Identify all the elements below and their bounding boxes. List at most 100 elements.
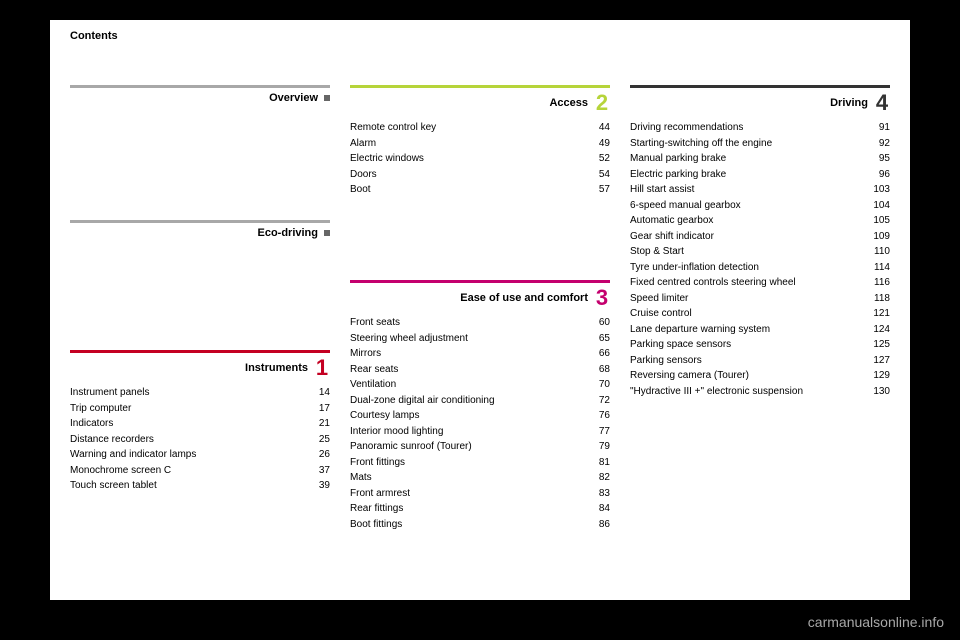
toc-item-label: Lane departure warning system xyxy=(630,322,862,338)
toc-item-label: Boot fittings xyxy=(350,517,582,533)
section-dot-icon xyxy=(324,230,330,236)
section-bar xyxy=(350,85,610,88)
toc-item-label: Electric parking brake xyxy=(630,167,862,183)
toc-item-label: Manual parking brake xyxy=(630,151,862,167)
toc-section: Driving4Driving recommendations91Startin… xyxy=(630,85,890,399)
section-title: Access xyxy=(350,97,588,109)
section-bar xyxy=(70,85,330,88)
toc-item-label: Steering wheel adjustment xyxy=(350,331,582,347)
toc-item: Parking sensors127 xyxy=(630,353,890,369)
toc-item-page: 86 xyxy=(582,517,610,533)
toc-section: Overview xyxy=(70,85,330,110)
toc-item-label: Instrument panels xyxy=(70,385,302,401)
section-title: Eco-driving xyxy=(70,227,318,239)
toc-item-label: Boot xyxy=(350,182,582,198)
toc-item-page: 82 xyxy=(582,470,610,486)
toc-item-page: 52 xyxy=(582,151,610,167)
page-sheet: Contents OverviewEco-drivingInstruments1… xyxy=(50,20,910,600)
toc-item: "Hydractive III +" electronic suspension… xyxy=(630,384,890,400)
toc-item: Doors54 xyxy=(350,167,610,183)
toc-item: Fixed centred controls steering wheel116 xyxy=(630,275,890,291)
toc-item-label: Starting-switching off the engine xyxy=(630,136,862,152)
toc-item: Cruise control121 xyxy=(630,306,890,322)
toc-item-page: 65 xyxy=(582,331,610,347)
toc-item: Ventilation70 xyxy=(350,377,610,393)
toc-item-label: Front seats xyxy=(350,315,582,331)
toc-item-label: Automatic gearbox xyxy=(630,213,862,229)
toc-item-page: 68 xyxy=(582,362,610,378)
toc-item-label: Stop & Start xyxy=(630,244,862,260)
toc-item-page: 83 xyxy=(582,486,610,502)
toc-item-page: 96 xyxy=(862,167,890,183)
toc-item: Panoramic sunroof (Tourer)79 xyxy=(350,439,610,455)
toc-item: Reversing camera (Tourer)129 xyxy=(630,368,890,384)
section-title-row: Ease of use and comfort3 xyxy=(350,287,610,309)
toc-item: Trip computer17 xyxy=(70,401,330,417)
toc-item-page: 72 xyxy=(582,393,610,409)
toc-item-label: Cruise control xyxy=(630,306,862,322)
toc-item-page: 104 xyxy=(862,198,890,214)
toc-item-page: 84 xyxy=(582,501,610,517)
toc-item: Front armrest83 xyxy=(350,486,610,502)
section-title: Overview xyxy=(70,92,318,104)
toc-item: Rear fittings84 xyxy=(350,501,610,517)
toc-item-page: 60 xyxy=(582,315,610,331)
toc-item: Front fittings81 xyxy=(350,455,610,471)
toc-item: Indicators21 xyxy=(70,416,330,432)
toc-item: Boot fittings86 xyxy=(350,517,610,533)
toc-item-page: 127 xyxy=(862,353,890,369)
toc-item: Manual parking brake95 xyxy=(630,151,890,167)
toc-item-label: Courtesy lamps xyxy=(350,408,582,424)
toc-item-page: 37 xyxy=(302,463,330,479)
toc-item: Hill start assist103 xyxy=(630,182,890,198)
toc-item-label: Rear fittings xyxy=(350,501,582,517)
toc-item: Mats82 xyxy=(350,470,610,486)
toc-item: Electric parking brake96 xyxy=(630,167,890,183)
toc-section: Ease of use and comfort3 Front seats60Ste… xyxy=(350,280,610,532)
toc-item-page: 54 xyxy=(582,167,610,183)
toc-item-label: Parking sensors xyxy=(630,353,862,369)
section-number: 4 xyxy=(874,92,890,114)
toc-item-label: Panoramic sunroof (Tourer) xyxy=(350,439,582,455)
toc-item-page: 92 xyxy=(862,136,890,152)
toc-item: Electric windows52 xyxy=(350,151,610,167)
toc-item-page: 81 xyxy=(582,455,610,471)
toc-section: Instruments1Instrument panels14Trip comp… xyxy=(70,350,330,494)
toc-item-label: Fixed centred controls steering wheel xyxy=(630,275,862,291)
toc-item-label: Electric windows xyxy=(350,151,582,167)
toc-item: Rear seats68 xyxy=(350,362,610,378)
toc-item-page: 70 xyxy=(582,377,610,393)
toc-item: Warning and indicator lamps26 xyxy=(70,447,330,463)
toc-item-label: Dual-zone digital air conditioning xyxy=(350,393,582,409)
toc-item-label: 6-speed manual gearbox xyxy=(630,198,862,214)
toc-item-page: 110 xyxy=(862,244,890,260)
toc-item-page: 130 xyxy=(862,384,890,400)
watermark-text: carmanualsonline.info xyxy=(808,614,944,630)
toc-item-label: Indicators xyxy=(70,416,302,432)
toc-item-label: Interior mood lighting xyxy=(350,424,582,440)
toc-item-page: 116 xyxy=(862,275,890,291)
section-dot-icon xyxy=(324,95,330,101)
toc-item-page: 26 xyxy=(302,447,330,463)
toc-item-label: Tyre under-inflation detection xyxy=(630,260,862,276)
toc-item-page: 103 xyxy=(862,182,890,198)
section-title-row: Access 2 xyxy=(350,92,610,114)
section-bar xyxy=(630,85,890,88)
toc-item: Driving recommendations91 xyxy=(630,120,890,136)
toc-item: Mirrors66 xyxy=(350,346,610,362)
toc-item-page: 124 xyxy=(862,322,890,338)
toc-item-page: 125 xyxy=(862,337,890,353)
section-number: 1 xyxy=(314,357,330,379)
toc-item-label: Driving recommendations xyxy=(630,120,862,136)
section-number: 3 xyxy=(594,287,610,309)
toc-item-label: Speed limiter xyxy=(630,291,862,307)
toc-item-label: Alarm xyxy=(350,136,582,152)
toc-item: Gear shift indicator109 xyxy=(630,229,890,245)
toc-item-page: 114 xyxy=(862,260,890,276)
toc-item: Tyre under-inflation detection114 xyxy=(630,260,890,276)
toc-item: Lane departure warning system124 xyxy=(630,322,890,338)
toc-item: Front seats60 xyxy=(350,315,610,331)
section-number: 2 xyxy=(594,92,610,114)
toc-item-page: 77 xyxy=(582,424,610,440)
toc-item: Alarm49 xyxy=(350,136,610,152)
